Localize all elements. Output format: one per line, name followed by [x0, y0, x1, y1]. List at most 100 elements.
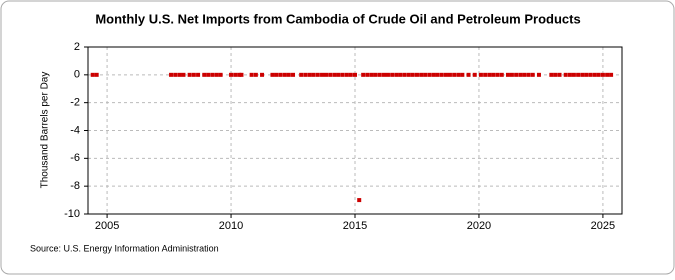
x-tick-label: 2005: [95, 220, 119, 232]
point: [580, 72, 585, 77]
point: [414, 72, 419, 77]
point: [410, 72, 415, 77]
point: [394, 72, 399, 77]
point: [491, 72, 496, 77]
point: [605, 72, 610, 77]
point: [291, 72, 296, 77]
point: [229, 72, 234, 77]
point: [567, 72, 572, 77]
point: [307, 72, 312, 77]
point: [270, 72, 275, 77]
y-axis-label: Thousand Barrels per Day: [40, 72, 51, 189]
point: [596, 72, 601, 77]
point: [592, 72, 597, 77]
point: [169, 72, 174, 77]
point: [419, 72, 424, 77]
point: [447, 72, 452, 77]
point: [187, 72, 192, 77]
point: [278, 72, 283, 77]
point: [373, 72, 378, 77]
point: [423, 72, 428, 77]
point: [173, 72, 178, 77]
point: [357, 198, 362, 203]
point: [328, 72, 333, 77]
y-tick-label: -4: [70, 124, 80, 136]
point: [233, 72, 238, 77]
point: [499, 72, 504, 77]
point: [439, 72, 444, 77]
point: [609, 72, 614, 77]
point: [505, 72, 510, 77]
point: [282, 72, 287, 77]
point: [260, 72, 265, 77]
point: [553, 72, 558, 77]
point: [237, 72, 242, 77]
point: [344, 72, 349, 77]
point: [588, 72, 593, 77]
point: [210, 72, 215, 77]
point: [286, 72, 291, 77]
point: [382, 72, 387, 77]
point: [303, 72, 308, 77]
point: [340, 72, 345, 77]
point: [431, 72, 436, 77]
point: [584, 72, 589, 77]
point: [518, 72, 523, 77]
y-tick-label: 2: [74, 41, 80, 53]
point: [526, 72, 531, 77]
point: [495, 72, 500, 77]
point: [435, 72, 440, 77]
x-tick-label: 2010: [219, 220, 243, 232]
y-tick-label: -8: [70, 180, 80, 192]
point: [563, 72, 568, 77]
point: [361, 72, 366, 77]
x-tick-label: 2025: [591, 220, 615, 232]
point: [427, 72, 432, 77]
point: [323, 72, 328, 77]
point: [315, 72, 320, 77]
point: [571, 72, 576, 77]
point: [348, 72, 353, 77]
point: [177, 72, 182, 77]
point: [206, 72, 211, 77]
point: [214, 72, 219, 77]
chart-title: Monthly U.S. Net Imports from Cambodia o…: [95, 11, 580, 26]
point: [443, 72, 448, 77]
point: [390, 72, 395, 77]
point: [398, 72, 403, 77]
point: [557, 72, 562, 77]
point: [239, 72, 244, 77]
point: [549, 72, 554, 77]
x-tick-label: 2020: [467, 220, 491, 232]
point: [576, 72, 581, 77]
point: [353, 72, 357, 77]
point: [274, 72, 279, 77]
point: [249, 72, 254, 77]
point: [483, 72, 488, 77]
point: [90, 72, 95, 77]
x-tick-label: 2015: [343, 220, 367, 232]
point: [472, 72, 477, 77]
point: [332, 72, 337, 77]
point: [530, 72, 535, 77]
point: [369, 72, 374, 77]
point: [191, 72, 196, 77]
point: [320, 72, 325, 77]
point: [514, 72, 519, 77]
point: [478, 72, 483, 77]
point: [487, 72, 492, 77]
point: [365, 72, 370, 77]
point: [299, 72, 304, 77]
point: [377, 72, 382, 77]
point: [311, 72, 316, 77]
point: [509, 72, 514, 77]
point: [522, 72, 527, 77]
point: [202, 72, 207, 77]
point: [94, 72, 99, 77]
source: Source: U.S. Energy Information Administ…: [30, 243, 219, 253]
plot-area: [87, 46, 623, 215]
y-tick-label: -6: [70, 152, 80, 164]
point: [253, 72, 258, 77]
